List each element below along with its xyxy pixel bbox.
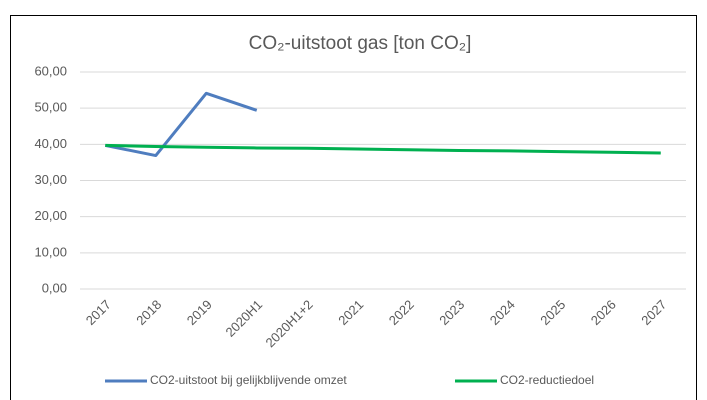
y-tick-label: 30,00 <box>34 172 67 187</box>
legend-label: CO2-uitstoot bij gelijkblijvende omzet <box>150 373 347 387</box>
chart-frame <box>10 15 697 400</box>
chart-title: CO₂-uitstoot gas [ton CO₂] <box>249 33 472 54</box>
y-tick-label: 50,00 <box>34 100 67 115</box>
y-tick-label: 0,00 <box>42 280 67 295</box>
series-line <box>105 143 661 155</box>
series-line <box>104 91 258 158</box>
y-tick-label: 60,00 <box>34 63 67 78</box>
y-tick-label: 10,00 <box>34 244 67 259</box>
y-tick-label: 40,00 <box>34 136 67 151</box>
y-tick-label: 20,00 <box>34 208 67 223</box>
legend-label: CO2-reductiedoel <box>500 373 594 387</box>
